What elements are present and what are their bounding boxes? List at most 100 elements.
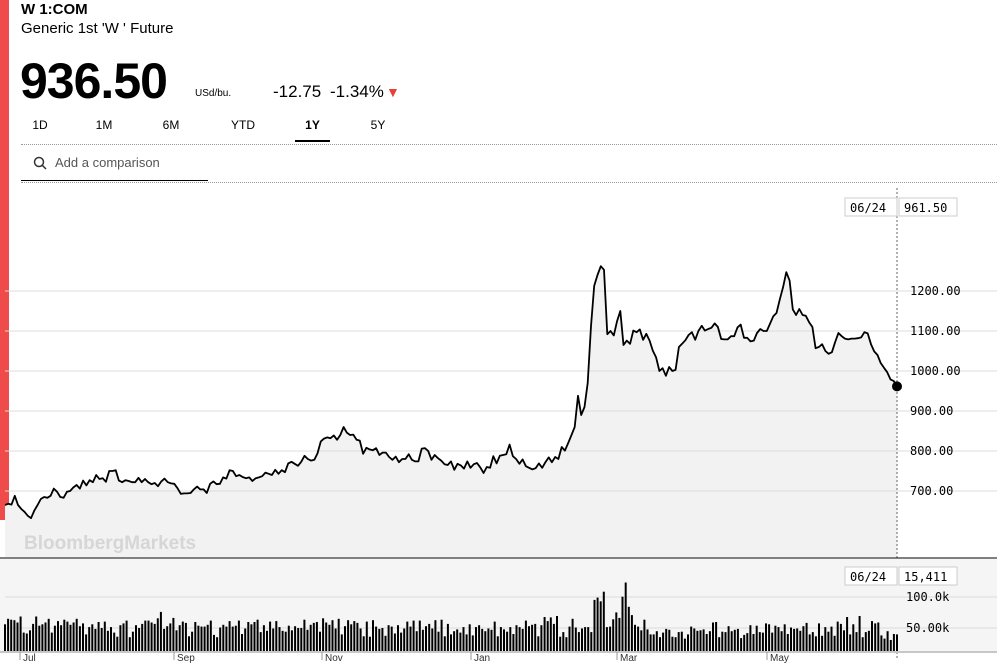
y-tick-label: 1100.00: [910, 324, 961, 338]
search-placeholder: Add a comparison: [55, 155, 160, 170]
volume-bar: [319, 631, 321, 651]
volume-bar: [534, 623, 537, 651]
volume-bar: [85, 634, 88, 651]
volume-bar: [159, 611, 162, 651]
volume-bar: [206, 624, 209, 651]
volume-tick-label: 50.00k: [906, 621, 950, 635]
volume-bar: [197, 625, 200, 651]
volume-bar: [556, 616, 558, 651]
volume-bar: [799, 630, 802, 651]
volume-bar: [100, 628, 103, 651]
volume-cursor-date-box: [844, 566, 898, 586]
volume-bar: [886, 631, 889, 651]
volume-bar: [487, 628, 490, 651]
price-unit: USd/bu.: [195, 88, 232, 99]
volume-bar: [596, 597, 599, 651]
volume-bar: [231, 626, 234, 651]
comparison-search[interactable]: Add a comparison: [21, 148, 208, 181]
volume-bar: [103, 621, 106, 651]
volume-bar: [765, 623, 767, 651]
volume-bar: [378, 628, 381, 651]
volume-bar: [403, 628, 406, 651]
volume-bar: [671, 636, 674, 651]
volume-bar: [468, 624, 471, 651]
volume-bar: [47, 618, 50, 651]
volume-bar: [755, 625, 758, 651]
volume-bar: [624, 582, 627, 651]
tab-1y[interactable]: 1Y: [295, 118, 330, 142]
tab-6m[interactable]: 6M: [162, 118, 180, 132]
volume-cursor-value-label: 15,411: [904, 570, 947, 584]
volume-bar: [203, 626, 206, 651]
volume-bar: [169, 623, 172, 651]
volume-bar: [315, 622, 318, 651]
volume-bar: [746, 633, 749, 651]
volume-bar: [415, 631, 418, 651]
volume-bar: [718, 637, 721, 651]
volume-bar: [871, 621, 873, 651]
volume-bar: [877, 622, 880, 651]
volume-bar: [409, 626, 412, 651]
tab-ytd[interactable]: YTD: [231, 118, 255, 132]
tab-1d[interactable]: 1D: [32, 118, 48, 132]
volume-bar: [178, 625, 181, 651]
volume-bar: [32, 623, 35, 651]
volume-bar: [802, 626, 805, 651]
volume-bar: [125, 620, 128, 651]
volume-bar: [693, 628, 696, 651]
volume-bar: [88, 627, 91, 651]
volume-bar: [440, 619, 443, 651]
volume-bar: [234, 625, 237, 651]
tab-5y[interactable]: 5Y: [370, 118, 386, 132]
volume-bar: [462, 627, 465, 651]
volume-bar: [537, 636, 540, 651]
volume-bar: [153, 623, 156, 651]
volume-bar: [659, 637, 661, 651]
volume-bar: [696, 630, 699, 651]
volume-bar: [743, 634, 746, 651]
volume-bar: [228, 621, 231, 651]
volume-bar: [344, 626, 346, 651]
volume-bar: [540, 625, 543, 651]
volume-bar: [849, 634, 852, 651]
volume-bar: [41, 624, 44, 651]
volume-bar: [499, 627, 502, 651]
volume-bar: [459, 632, 462, 651]
volume-bar: [63, 619, 66, 651]
volume-bar: [518, 627, 521, 651]
volume-bar: [892, 634, 895, 651]
volume-bar: [116, 636, 119, 651]
volume-bar: [275, 621, 278, 651]
volume-bar: [796, 628, 799, 651]
volume-bar: [836, 621, 839, 651]
volume-bar: [222, 624, 225, 651]
tab-1m[interactable]: 1M: [95, 118, 113, 132]
tabs-divider: [21, 144, 997, 145]
volume-bar: [150, 622, 153, 651]
volume-bar: [91, 624, 94, 651]
volume-bar: [362, 636, 365, 651]
volume-bar: [340, 634, 343, 651]
volume-bar: [786, 634, 789, 651]
y-tick-label: 800.00: [910, 444, 953, 458]
volume-bar: [549, 617, 552, 651]
volume-bar: [200, 626, 203, 651]
volume-bar: [880, 635, 883, 651]
volume-bar: [147, 620, 150, 651]
volume-bar: [303, 619, 306, 651]
volume-bar: [662, 632, 665, 651]
volume-bar: [19, 616, 22, 651]
volume-tick-label: 100.0k: [906, 590, 950, 604]
cursor-date-box: [844, 197, 898, 217]
volume-bar: [824, 627, 827, 651]
volume-bar: [727, 626, 730, 651]
price-line: [4, 265, 898, 520]
volume-bar: [790, 627, 792, 651]
volume-bar: [443, 636, 446, 651]
volume-bar: [244, 628, 247, 651]
volume-bar: [334, 628, 337, 651]
volume-bar: [512, 634, 515, 651]
volume-bar: [328, 624, 331, 651]
volume-bar: [774, 625, 777, 651]
volume-bar: [166, 626, 169, 651]
